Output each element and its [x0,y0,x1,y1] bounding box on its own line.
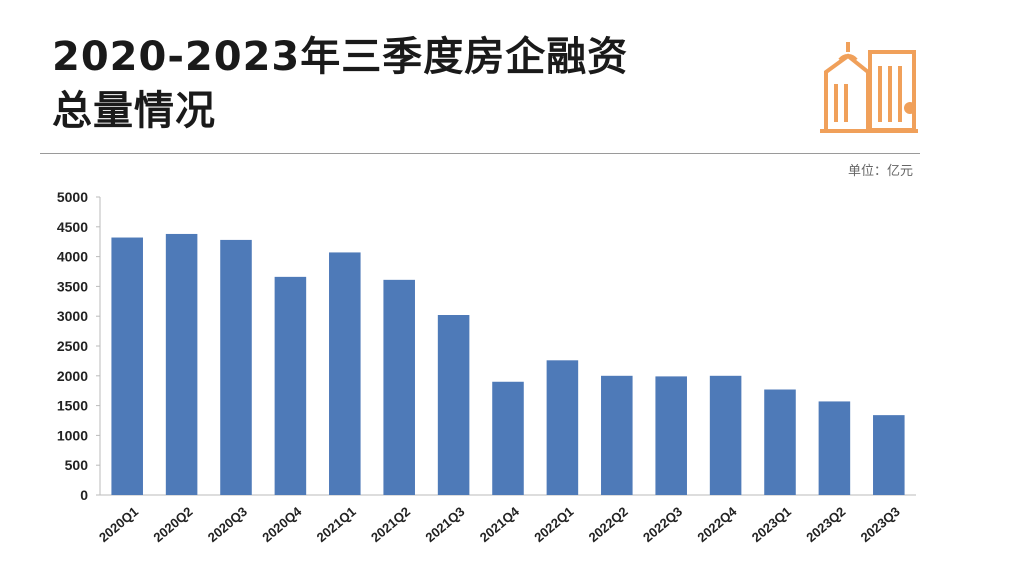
bar-2020Q4 [274,276,307,495]
x-tick-label-2023Q2: 2023Q2 [803,504,848,545]
y-tick-label: 3000 [57,308,88,324]
x-tick-label-2022Q4: 2022Q4 [694,503,740,545]
y-tick-label: 1500 [57,398,88,414]
y-tick-label: 5000 [57,189,88,205]
bar-2021Q3 [437,315,470,495]
x-tick-label-2021Q3: 2021Q3 [422,504,467,545]
bar-2021Q4 [492,381,524,495]
bar-2020Q3 [220,239,252,495]
title-line-1: 2020-2023年三季度房企融资 [52,34,629,80]
title-divider [40,153,920,154]
x-tick-label-2022Q1: 2022Q1 [531,504,576,545]
bar-2022Q1 [546,360,579,495]
bar-2021Q1 [329,252,361,495]
x-tick-label-2020Q1: 2020Q1 [96,504,141,545]
chart-title: 2020-2023年三季度房企融资 总量情况 [52,30,628,138]
y-tick-label: 2500 [57,338,88,354]
x-tick-label-2021Q1: 2021Q1 [314,504,359,545]
y-tick-label: 4000 [57,249,88,265]
bar-2023Q2 [818,401,851,495]
y-tick-label: 3500 [57,278,88,294]
x-tick-label-2020Q3: 2020Q3 [205,504,250,545]
x-tick-label-2023Q3: 2023Q3 [858,504,903,545]
building-icon [820,42,918,133]
bars [111,233,905,495]
y-tick-label: 500 [65,457,89,473]
y-tick-label: 1000 [57,427,88,443]
bar-2022Q2 [601,375,633,495]
unit-label: 单位：亿元 [847,164,913,179]
x-tick-label-2020Q2: 2020Q2 [150,504,195,545]
title-line-2: 总量情况 [52,88,216,134]
bar-2023Q3 [873,415,905,495]
bar-2022Q3 [655,376,687,495]
bar-2021Q2 [383,279,415,495]
y-tick-label: 2000 [57,368,88,384]
bar-2020Q2 [165,233,198,495]
x-tick-label-2023Q1: 2023Q1 [749,504,794,545]
x-axis-labels: 2020Q1 2020Q2 2020Q3 2020Q4 2021Q1 2021Q2 2021… [96,503,903,545]
bar-2022Q4 [709,375,742,495]
x-tick-label-2022Q2: 2022Q2 [586,504,631,545]
x-tick-label-2021Q4: 2021Q4 [477,503,523,545]
bar-2023Q1 [764,389,796,495]
y-tick-label: 0 [80,487,88,503]
x-tick-label-2021Q2: 2021Q2 [368,504,413,545]
x-tick-label-2020Q4: 2020Q4 [259,503,305,545]
y-tick-label: 4500 [57,219,88,235]
x-tick-label-2022Q3: 2022Q3 [640,504,685,545]
bar-2020Q1 [111,237,143,495]
